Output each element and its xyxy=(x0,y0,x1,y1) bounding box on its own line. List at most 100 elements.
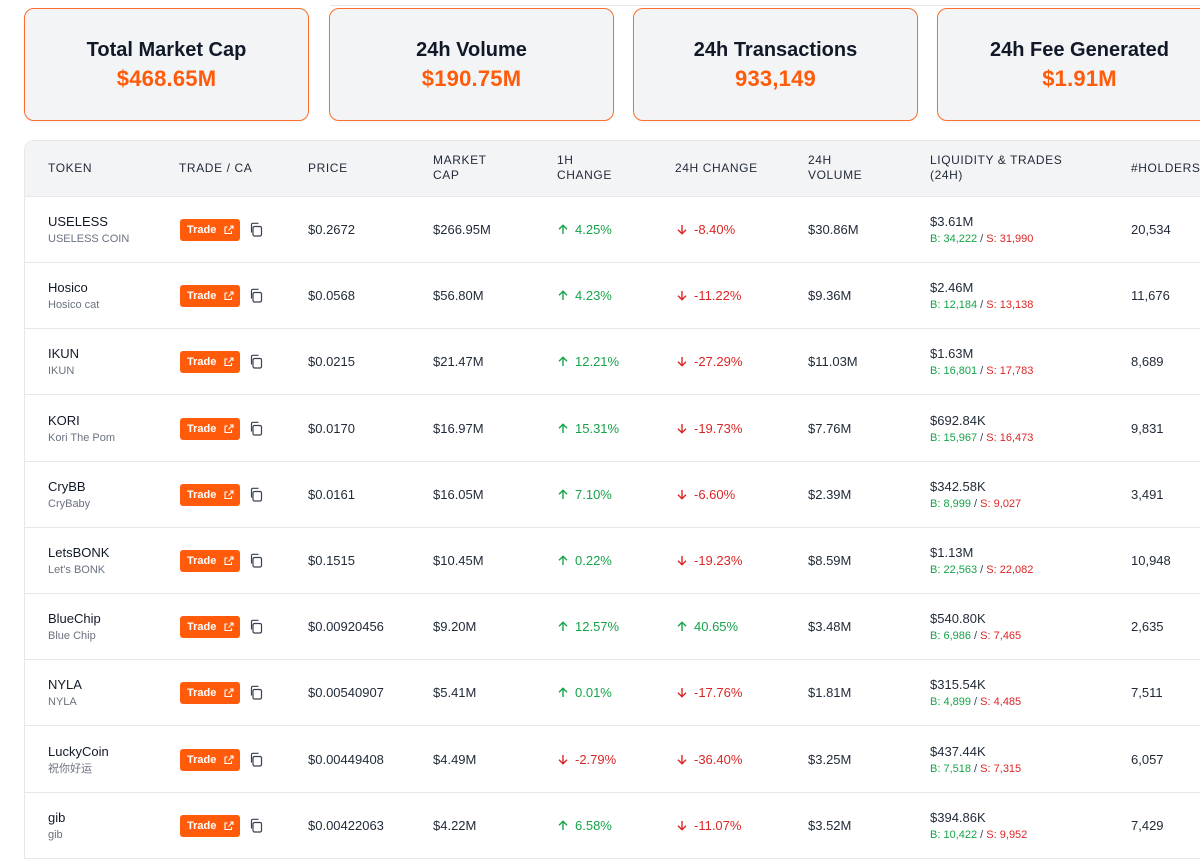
copy-icon[interactable] xyxy=(249,487,263,502)
table-row[interactable]: gib gib Trade $0.00422063 $4.22M 6.58% -11.07%… xyxy=(25,792,1200,859)
stat-card-market-cap: Total Market Cap $468.65M xyxy=(24,8,309,121)
trade-button[interactable]: Trade xyxy=(180,351,240,374)
arrow-down-icon xyxy=(558,754,568,765)
table-row[interactable]: NYLA NYLA Trade $0.00540907 $5.41M 0.01% -17.7… xyxy=(25,660,1200,727)
col-header-token[interactable]: TOKEN xyxy=(48,161,93,175)
token-cell[interactable]: NYLA NYLA xyxy=(48,677,82,710)
token-cell[interactable]: USELESS USELESS COIN xyxy=(48,214,129,247)
change-24h-cell: -19.73% xyxy=(677,421,742,437)
token-symbol: IKUN xyxy=(48,346,80,362)
trades-counts: B: 7,518 / S: 7,315 xyxy=(930,761,1021,777)
trade-button[interactable]: Trade xyxy=(180,814,240,837)
copy-icon[interactable] xyxy=(249,553,263,568)
col-header-market-cap[interactable]: MARKET CAP xyxy=(433,153,487,183)
trade-button[interactable]: Trade xyxy=(180,682,240,705)
price-cell: $0.1515 xyxy=(308,553,355,568)
change-24h-value: 40.65% xyxy=(694,619,739,635)
copy-icon[interactable] xyxy=(249,752,263,767)
table-row[interactable]: LetsBONK Let's BONK Trade $0.1515 $10.45M 0.2… xyxy=(25,528,1200,594)
token-cell[interactable]: LetsBONK Let's BONK xyxy=(48,545,109,578)
table-row[interactable]: KORI Kori The Pom Trade $0.0170 $16.97M 15.31… xyxy=(25,395,1200,462)
table-row[interactable]: USELESS USELESS COIN Trade $0.2672 $266.95M 4… xyxy=(25,197,1200,263)
trade-button[interactable]: Trade xyxy=(180,483,240,506)
liquidity-value: $2.46M xyxy=(930,280,974,296)
change-1h-cell: 0.22% xyxy=(558,553,612,569)
trade-button-label: Trade xyxy=(187,687,217,700)
table-row[interactable]: CryBB CryBaby Trade $0.0161 $16.05M 7.10% -6.6… xyxy=(25,461,1200,528)
token-symbol: Hosico xyxy=(48,280,88,296)
change-24h-value: -8.40% xyxy=(694,222,736,237)
top-divider xyxy=(330,5,1200,6)
market-cap-cell: $4.22M xyxy=(433,817,477,833)
trade-button[interactable]: Trade xyxy=(180,417,240,440)
token-name: 祝你好运 xyxy=(48,762,92,775)
change-1h-cell: 0.01% xyxy=(558,685,612,701)
arrow-up-icon xyxy=(677,621,687,632)
col-header-1h-change[interactable]: 1H CHANGE xyxy=(557,153,612,183)
copy-icon[interactable] xyxy=(249,288,263,303)
col-header-holders[interactable]: #HOLDERS xyxy=(1131,161,1200,175)
liquidity-value: $315.54K xyxy=(930,677,986,693)
token-symbol: LetsBONK xyxy=(48,545,110,560)
col-header-line: LIQUIDITY & TRADES xyxy=(930,153,1063,167)
table-row[interactable]: Hosico Hosico cat Trade $0.0568 $56.80M 4.23%… xyxy=(25,263,1200,330)
table-row[interactable]: IKUN IKUN Trade $0.0215 $21.47M 12.21% -27.29%… xyxy=(25,329,1200,396)
trade-button[interactable]: Trade xyxy=(180,285,240,308)
buy-count: 4,899 xyxy=(943,696,971,709)
token-cell[interactable]: CryBB CryBaby xyxy=(48,479,90,512)
buy-prefix: B: xyxy=(930,828,941,841)
trade-button[interactable]: Trade xyxy=(180,219,240,241)
trade-button[interactable]: Trade xyxy=(180,748,240,771)
token-symbol: gib xyxy=(48,809,66,825)
token-cell[interactable]: KORI Kori The Pom xyxy=(48,413,115,446)
change-1h-value: 4.25% xyxy=(575,222,612,237)
stat-card-volume: 24h Volume $190.75M xyxy=(329,8,614,121)
copy-icon[interactable] xyxy=(249,354,263,369)
token-name: IKUN xyxy=(48,365,75,378)
token-cell[interactable]: LuckyCoin 祝你好运 xyxy=(48,744,109,777)
change-1h-cell: 12.57% xyxy=(558,619,619,635)
change-24h-cell: -36.40% xyxy=(677,752,742,768)
table-row[interactable]: BlueChip Blue Chip Trade $0.00920456 $9.20M 1… xyxy=(25,594,1200,661)
copy-icon[interactable] xyxy=(249,818,263,833)
trade-button[interactable]: Trade xyxy=(180,616,240,639)
buy-count: 16,801 xyxy=(943,365,978,378)
sell-prefix: S: xyxy=(980,762,991,775)
liquidity-cell: $3.61M B: 34,222 / S: 31,990 xyxy=(930,214,1033,247)
trade-button[interactable]: Trade xyxy=(180,550,240,572)
holders-cell: 3,491 xyxy=(1131,486,1164,502)
change-1h-cell: 15.31% xyxy=(558,421,619,437)
col-header-line: 1H xyxy=(557,153,574,167)
stat-value: $468.65M xyxy=(116,66,217,91)
token-cell[interactable]: Hosico Hosico cat xyxy=(48,280,99,313)
volume-cell: $2.39M xyxy=(808,486,852,502)
volume-cell: $1.81M xyxy=(808,685,852,701)
token-cell[interactable]: IKUN IKUN xyxy=(48,346,79,379)
arrow-down-icon xyxy=(677,556,687,566)
change-24h-cell: -11.07% xyxy=(677,818,741,834)
market-cap-cell: $10.45M xyxy=(433,553,484,568)
col-header-liquidity[interactable]: LIQUIDITY & TRADES (24H) xyxy=(930,153,1062,183)
copy-icon[interactable] xyxy=(249,421,263,436)
col-header-24h-volume[interactable]: 24H VOLUME xyxy=(808,153,862,183)
arrow-down-icon xyxy=(677,688,687,699)
change-1h-cell: 12.21% xyxy=(558,354,619,370)
holders-cell: 2,635 xyxy=(1131,619,1164,635)
table-row[interactable]: LuckyCoin 祝你好运 Trade $0.00449408 $4.49M -2.79… xyxy=(25,726,1200,793)
arrow-down-icon xyxy=(677,225,687,235)
token-cell[interactable]: gib gib xyxy=(48,810,65,843)
market-cap-cell: $56.80M xyxy=(433,288,484,304)
buy-count: 12,184 xyxy=(943,299,978,312)
col-header-24h-change[interactable]: 24H CHANGE xyxy=(675,161,758,175)
price-cell: $0.0170 xyxy=(308,420,355,436)
arrow-up-icon xyxy=(558,290,568,301)
liquidity-value: $3.61M xyxy=(930,214,974,229)
token-cell[interactable]: BlueChip Blue Chip xyxy=(48,611,101,644)
token-table: TOKEN TRADE / CA PRICE MARKET CAP 1H CHA… xyxy=(24,140,1200,859)
copy-icon[interactable] xyxy=(249,685,263,700)
col-header-price[interactable]: PRICE xyxy=(308,161,348,175)
copy-icon[interactable] xyxy=(249,619,263,634)
col-header-line: CAP xyxy=(433,168,460,182)
copy-icon[interactable] xyxy=(249,222,263,237)
trades-separator: / xyxy=(977,365,987,378)
